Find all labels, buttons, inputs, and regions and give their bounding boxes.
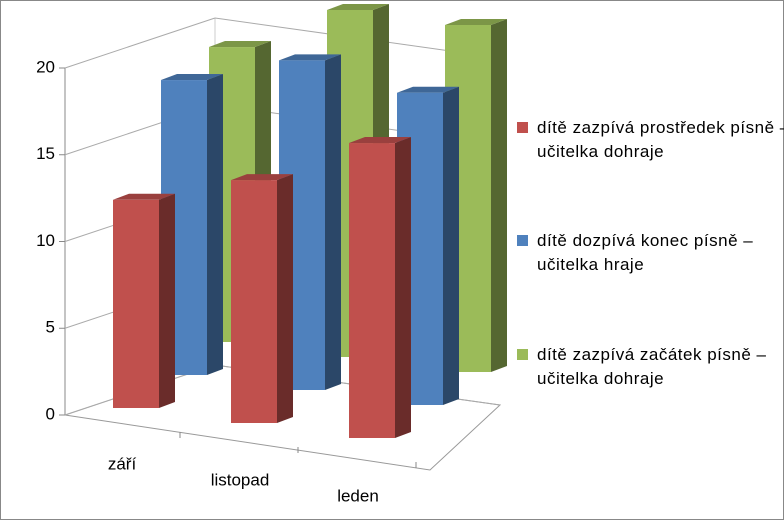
bar-side	[395, 137, 411, 439]
y-tick-label: 15	[36, 144, 55, 163]
y-tick-label: 5	[46, 318, 55, 337]
y-tick-label: 10	[36, 231, 55, 250]
bar-top	[279, 54, 341, 61]
x-tick-label: listopad	[211, 470, 270, 489]
bar-top	[445, 19, 507, 25]
bar	[113, 199, 159, 408]
bar-top	[397, 86, 459, 93]
bar	[349, 143, 395, 439]
bar-side	[443, 86, 459, 405]
bar-side	[491, 19, 507, 372]
bar-top	[113, 193, 175, 200]
bar-top	[349, 137, 411, 144]
legend-label: dítě dozpívá konec písně – učitelka hraj…	[537, 231, 754, 274]
bar	[231, 180, 277, 423]
bar-top	[161, 74, 223, 81]
x-tick-label: leden	[337, 486, 379, 505]
grid-line	[64, 17, 216, 69]
bar-side	[325, 54, 341, 390]
y-tick-label: 0	[46, 404, 55, 423]
legend-label: dítě zazpívá začátek písně – učitelka do…	[537, 345, 767, 388]
bar-side	[277, 174, 293, 423]
bar-top	[209, 41, 271, 48]
bar-top	[231, 174, 293, 181]
x-tick-label: září	[108, 454, 137, 473]
legend-label: dítě zazpívá prostředek písně – učitelka…	[537, 118, 784, 161]
legend-swatch	[517, 235, 528, 246]
legend-swatch	[517, 349, 528, 360]
bar-top	[327, 4, 389, 10]
legend-swatch	[517, 122, 528, 133]
bar-side	[207, 74, 223, 376]
y-tick-label: 20	[36, 57, 55, 76]
bar-side	[159, 193, 175, 408]
